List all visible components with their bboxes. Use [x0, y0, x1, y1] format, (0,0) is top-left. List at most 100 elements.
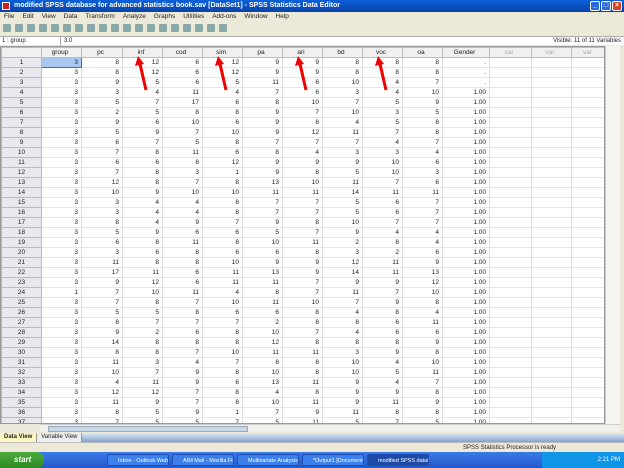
cell-group[interactable]: 3	[41, 87, 82, 98]
cell-cod[interactable]: 4	[162, 207, 203, 218]
row-number[interactable]: 34	[1, 387, 42, 398]
cell-var[interactable]	[531, 357, 572, 368]
cell-var[interactable]	[531, 207, 572, 218]
cell-var[interactable]	[489, 357, 532, 368]
cell-Gender[interactable]: 1.00	[442, 177, 490, 188]
cell-oa[interactable]: 10	[402, 87, 443, 98]
cell-sim[interactable]: 8	[202, 177, 243, 188]
cell-oa[interactable]: 5	[402, 417, 443, 423]
cell-Gender[interactable]: 1.00	[442, 317, 490, 328]
cell-voc[interactable]: 11	[362, 267, 403, 278]
cell-group[interactable]: 3	[41, 257, 82, 268]
cell-Gender[interactable]: 1.00	[442, 187, 490, 198]
cell-voc[interactable]: 9	[362, 347, 403, 358]
cell-var[interactable]	[571, 157, 604, 168]
row-number[interactable]: 29	[1, 337, 42, 348]
cell-pc[interactable]: 14	[81, 337, 123, 348]
cell-pa[interactable]: 8	[242, 147, 283, 158]
cell-bd[interactable]: 10	[322, 217, 363, 228]
cell-sim[interactable]: 6	[202, 377, 243, 388]
cell-group[interactable]: 3	[41, 147, 82, 158]
cell-pa[interactable]: 9	[242, 67, 283, 78]
cell-Gender[interactable]: 1.00	[442, 207, 490, 218]
cell-inf[interactable]: 8	[122, 337, 163, 348]
cell-var[interactable]	[531, 337, 572, 348]
cell-var[interactable]	[489, 257, 532, 268]
row-number[interactable]: 36	[1, 407, 42, 418]
cell-var[interactable]	[489, 387, 532, 398]
cell-pc[interactable]: 6	[81, 157, 123, 168]
cell-group[interactable]: 3	[41, 387, 82, 398]
cell-bd[interactable]: 3	[322, 247, 363, 258]
cell-var[interactable]	[531, 127, 572, 138]
cell-var[interactable]	[489, 397, 532, 408]
cell-voc[interactable]: 4	[362, 357, 403, 368]
cell-oa[interactable]: 11	[402, 187, 443, 198]
cell-var[interactable]	[531, 107, 572, 118]
goto-case-icon[interactable]	[75, 24, 83, 32]
cell-group[interactable]: 3	[41, 327, 82, 338]
cell-var[interactable]	[571, 177, 604, 188]
cell-pa[interactable]: 9	[242, 257, 283, 268]
cell-oa[interactable]: 12	[402, 277, 443, 288]
cell-ari[interactable]: 8	[282, 217, 323, 228]
cell-var[interactable]	[531, 227, 572, 238]
cell-pc[interactable]: 3	[81, 87, 123, 98]
cell-ari[interactable]: 10	[282, 97, 323, 108]
cell-bd[interactable]: 14	[322, 187, 363, 198]
cell-var[interactable]	[531, 177, 572, 188]
cell-var[interactable]	[489, 157, 532, 168]
cell-var[interactable]	[489, 237, 532, 248]
cell-var[interactable]	[571, 307, 604, 318]
cell-cod[interactable]: 9	[162, 367, 203, 378]
cell-bd[interactable]: 4	[322, 117, 363, 128]
cell-sim[interactable]: 8	[202, 397, 243, 408]
cell-voc[interactable]: 11	[362, 397, 403, 408]
cell-oa[interactable]: 13	[402, 267, 443, 278]
cell-var[interactable]	[571, 407, 604, 418]
cell-pa[interactable]: 10	[242, 397, 283, 408]
cell-ari[interactable]: 7	[282, 327, 323, 338]
start-button[interactable]: start	[0, 452, 44, 468]
cell-var[interactable]	[571, 217, 604, 228]
cell-voc[interactable]: 9	[362, 297, 403, 308]
cell-sim[interactable]: 10	[202, 347, 243, 358]
cell-pc[interactable]: 8	[81, 57, 123, 68]
cell-pc[interactable]: 8	[81, 317, 123, 328]
cell-inf[interactable]: 9	[122, 187, 163, 198]
cell-var[interactable]	[571, 297, 604, 308]
row-number[interactable]: 10	[1, 147, 42, 158]
cell-var[interactable]	[571, 87, 604, 98]
cell-voc[interactable]: 9	[362, 387, 403, 398]
cell-ari[interactable]: 8	[282, 357, 323, 368]
cell-var[interactable]	[531, 247, 572, 258]
cell-cod[interactable]: 10	[162, 117, 203, 128]
cell-var[interactable]	[531, 147, 572, 158]
cell-var[interactable]	[531, 137, 572, 148]
cell-pc[interactable]: 11	[81, 357, 123, 368]
cell-var[interactable]	[489, 417, 532, 423]
cell-group[interactable]: 3	[41, 167, 82, 178]
cell-sim[interactable]: 8	[202, 107, 243, 118]
cell-sim[interactable]: 1	[202, 407, 243, 418]
cell-bd[interactable]: 8	[322, 337, 363, 348]
cell-cod[interactable]: 17	[162, 97, 203, 108]
cell-inf[interactable]: 12	[122, 387, 163, 398]
cell-oa[interactable]: 6	[402, 177, 443, 188]
row-number[interactable]: 25	[1, 297, 42, 308]
cell-pa[interactable]: 9	[242, 157, 283, 168]
cell-ari[interactable]: 7	[282, 207, 323, 218]
undo-icon[interactable]	[51, 24, 59, 32]
cell-pc[interactable]: 11	[81, 397, 123, 408]
cell-pa[interactable]: 8	[242, 357, 283, 368]
cell-var[interactable]	[571, 317, 604, 328]
cell-ari[interactable]: 11	[282, 417, 323, 423]
cell-ari[interactable]: 8	[282, 317, 323, 328]
cell-cod[interactable]: 4	[162, 197, 203, 208]
cell-inf[interactable]: 4	[122, 87, 163, 98]
cell-voc[interactable]: 7	[362, 177, 403, 188]
cell-ari[interactable]: 6	[282, 77, 323, 88]
cell-pa[interactable]: 13	[242, 177, 283, 188]
cell-ari[interactable]: 11	[282, 237, 323, 248]
cell-pc[interactable]: 11	[81, 257, 123, 268]
